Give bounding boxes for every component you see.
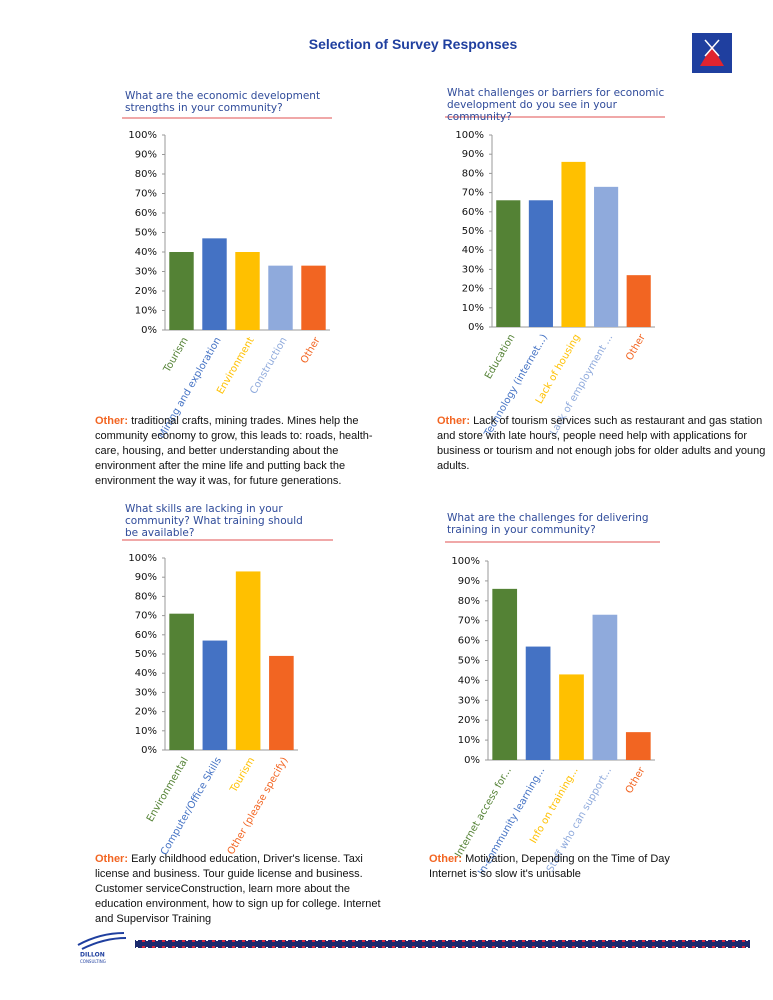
note-label: Other: (429, 853, 462, 865)
y-tick-label: 50% (462, 226, 484, 237)
bar (559, 674, 584, 760)
y-tick-label: 20% (135, 707, 157, 718)
x-tick-label: Other (299, 335, 323, 366)
y-tick-label: 40% (462, 245, 484, 256)
note: Other: Early childhood education, Driver… (95, 852, 385, 927)
y-tick-label: 10% (135, 726, 157, 737)
y-tick-label: 70% (462, 188, 484, 199)
bar (626, 275, 651, 327)
y-tick-label: 90% (462, 149, 484, 160)
y-tick-label: 30% (135, 687, 157, 698)
x-tick-label: Tourism (161, 336, 190, 376)
x-tick-label: Other (please specify) (226, 755, 291, 856)
logo-subtext: CONSULTING (80, 959, 106, 964)
y-tick-label: 60% (135, 208, 157, 219)
bar (561, 161, 586, 327)
y-tick-label: 100% (128, 130, 157, 141)
y-tick-label: 20% (135, 286, 157, 297)
y-tick-label: 40% (458, 675, 480, 686)
y-tick-label: 90% (135, 150, 157, 161)
y-tick-label: 80% (135, 591, 157, 602)
y-tick-label: 0% (464, 755, 480, 766)
y-tick-label: 40% (135, 247, 157, 258)
bar (169, 613, 194, 750)
note: Other: Motivation, Depending on the Time… (429, 852, 679, 882)
y-tick-label: 10% (135, 306, 157, 317)
bar (202, 238, 227, 330)
chart-title: What are the challenges for delivering t… (447, 512, 649, 536)
y-tick-label: 0% (468, 322, 484, 333)
y-tick-label: 50% (135, 649, 157, 660)
x-tick-label: Internet access for... (453, 766, 514, 860)
y-tick-label: 20% (458, 715, 480, 726)
y-tick-label: 30% (458, 695, 480, 706)
note-text: Early childhood education, Driver's lice… (95, 853, 381, 925)
x-tick-label: Other (624, 765, 648, 796)
page-title: Selection of Survey Responses (308, 36, 518, 52)
y-tick-label: 90% (458, 576, 480, 587)
y-tick-label: 10% (458, 735, 480, 746)
bar (525, 646, 551, 760)
y-tick-label: 70% (135, 189, 157, 200)
y-tick-label: 30% (135, 267, 157, 278)
logo (692, 33, 732, 73)
bar (269, 655, 294, 750)
chart-title: What are the economic development streng… (125, 90, 321, 114)
bar (268, 265, 293, 330)
note-label: Other: (437, 415, 470, 427)
y-tick-label: 60% (458, 636, 480, 647)
note-label: Other: (95, 853, 128, 865)
y-tick-label: 20% (462, 284, 484, 295)
bar (301, 265, 326, 330)
bar (496, 200, 521, 327)
note-text: traditional crafts, mining trades. Mines… (95, 415, 373, 487)
x-tick-label: Other (624, 332, 648, 363)
y-tick-label: 0% (141, 745, 157, 756)
note-label: Other: (95, 415, 128, 427)
y-tick-label: 50% (135, 228, 157, 239)
x-tick-label: Tourism (228, 756, 257, 796)
bar (594, 186, 619, 327)
bar (235, 252, 260, 330)
note: Other: traditional crafts, mining trades… (95, 414, 385, 489)
y-tick-label: 80% (458, 596, 480, 607)
y-tick-label: 30% (462, 264, 484, 275)
bar (169, 252, 194, 330)
y-tick-label: 60% (462, 207, 484, 218)
y-tick-label: 60% (135, 630, 157, 641)
note-text: Lack of tourism services such as restaur… (437, 415, 766, 472)
chart-title: What skills are lacking in your communit… (125, 503, 303, 539)
y-tick-label: 100% (455, 130, 484, 141)
dillon-logo (77, 932, 127, 950)
note-text: Motivation, Depending on the Time of Day… (429, 853, 670, 880)
bar (235, 571, 261, 750)
y-tick-label: 80% (135, 169, 157, 180)
y-tick-label: 100% (451, 556, 480, 567)
y-tick-label: 100% (128, 553, 157, 564)
bar (625, 732, 651, 760)
x-tick-label: Education (483, 333, 517, 382)
chart-title: What challenges or barriers for economic… (447, 87, 665, 123)
y-tick-label: 10% (462, 303, 484, 314)
logo-text: DILLON (80, 952, 105, 959)
x-tick-label: Computer/Office Skills (159, 756, 224, 858)
note: Other: Lack of tourism services such as … (437, 414, 773, 474)
y-tick-label: 90% (135, 572, 157, 583)
y-tick-label: 40% (135, 668, 157, 679)
y-tick-label: 70% (135, 611, 157, 622)
bead-border (135, 940, 750, 948)
bar (528, 200, 553, 327)
bar (592, 614, 618, 760)
y-tick-label: 50% (458, 656, 480, 667)
y-tick-label: 80% (462, 168, 484, 179)
y-tick-label: 0% (141, 325, 157, 336)
y-tick-label: 70% (458, 616, 480, 627)
bar (492, 588, 518, 760)
bar (202, 640, 228, 750)
